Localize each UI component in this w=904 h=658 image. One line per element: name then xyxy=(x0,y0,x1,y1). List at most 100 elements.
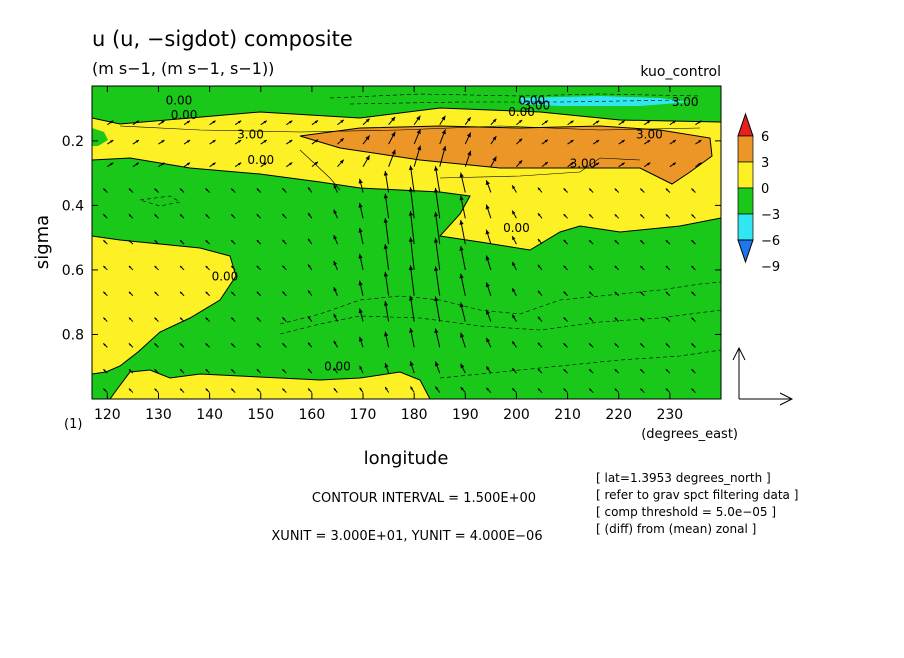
wind-vector-head xyxy=(589,291,592,295)
wind-vector-head xyxy=(563,265,567,269)
x-tick-label: 130 xyxy=(145,407,172,423)
wind-vector-head xyxy=(128,240,132,243)
wind-vector-head xyxy=(308,290,311,294)
wind-vector-head xyxy=(492,156,497,162)
contour-interval-text: CONTOUR INTERVAL = 1.500E+00 xyxy=(312,491,536,506)
wind-vector-head xyxy=(672,140,676,143)
wind-vector-head xyxy=(595,162,600,166)
wind-vector-head xyxy=(256,343,260,346)
wind-vector-head xyxy=(340,119,344,124)
wind-vector-head xyxy=(614,317,618,320)
wind-vector-head xyxy=(537,316,541,320)
wind-vector-field xyxy=(102,115,702,393)
wind-vector-head xyxy=(466,132,471,138)
wind-vector-head xyxy=(537,290,541,294)
wind-vector-head xyxy=(691,188,694,191)
wind-vector-head xyxy=(563,388,566,391)
wind-vector-head xyxy=(212,140,216,143)
plot-area: 0.00 0.003.000.003.003.00 3.003.000.000.00… xyxy=(91,85,722,400)
note-line: [ (diff) from (mean) zonal ] xyxy=(596,522,756,536)
wind-vector-head xyxy=(563,214,567,217)
wind-vector-head xyxy=(282,388,285,391)
wind-vector-head xyxy=(256,291,260,295)
wind-vector-head xyxy=(103,188,106,191)
wind-vector-head xyxy=(408,295,414,301)
wind-vector-head xyxy=(408,187,414,192)
wind-vector-head xyxy=(665,388,669,391)
wind-vector-head xyxy=(563,291,567,295)
wind-vector-head xyxy=(383,301,389,306)
wind-vector-head xyxy=(282,188,285,191)
colorbar-segment xyxy=(737,213,754,241)
wind-vector-head xyxy=(154,369,157,372)
contour-label: 3.00 xyxy=(524,98,551,112)
axes: 120 130 140 150 160 170 180 190 200 210 220 230 0.2 0… xyxy=(62,86,721,423)
wind-vector-head xyxy=(433,187,439,193)
wind-vector-head xyxy=(231,188,234,191)
wind-vector-head xyxy=(205,265,209,269)
wind-vector-head xyxy=(282,265,285,269)
x-tick-label: 150 xyxy=(247,407,274,423)
contour-label: 3.00 xyxy=(672,95,699,109)
wind-vector-head xyxy=(417,145,422,151)
wind-vector-head xyxy=(408,211,414,216)
wind-vector-head xyxy=(231,240,234,243)
wind-vector-head xyxy=(103,265,106,269)
wind-vector-head xyxy=(563,239,567,243)
wind-vector-head xyxy=(128,291,132,295)
wind-vector-head xyxy=(665,343,669,346)
contour-thin-a xyxy=(119,125,701,133)
wind-vector-head xyxy=(333,367,337,371)
wind-vector-head xyxy=(128,388,132,391)
chart-title: u (u, −sigdot) composite xyxy=(92,27,353,51)
y-axis-label: sigma xyxy=(32,215,53,269)
y-tick-label: 0.8 xyxy=(62,327,84,343)
wind-vector-head xyxy=(485,229,490,235)
wind-vector-head xyxy=(180,240,183,243)
wind-vector-head xyxy=(154,240,157,243)
wind-vector-head xyxy=(589,188,592,191)
wind-vector-head xyxy=(282,239,285,243)
wind-vector-head xyxy=(537,342,541,346)
x-axis-label: longitude xyxy=(364,448,449,469)
wind-vector-head xyxy=(282,317,285,320)
wind-vector-head xyxy=(231,317,234,320)
wind-vector xyxy=(434,211,441,245)
wind-vector-head xyxy=(512,314,516,319)
y-tick-label: 0.4 xyxy=(62,198,84,214)
wind-vector-head xyxy=(434,296,439,302)
wind-vector-head xyxy=(263,162,267,166)
wind-vector-head xyxy=(691,369,694,372)
colorbar-label: 3 xyxy=(761,156,769,171)
wind-vector xyxy=(409,265,415,296)
wind-vector-head xyxy=(441,115,446,121)
wind-vector-head xyxy=(161,140,165,143)
wind-vector-head xyxy=(180,388,183,391)
wind-vector-head xyxy=(544,161,548,166)
contour-zero-top xyxy=(92,107,721,125)
wind-vector-head xyxy=(205,214,209,217)
wind-vector-head xyxy=(180,214,183,217)
wind-vector-head xyxy=(621,140,625,143)
wind-vector-head xyxy=(640,317,643,320)
colorbar: 6 3 0 −3 −6 −9 xyxy=(737,112,780,275)
wind-vector-head xyxy=(180,317,183,320)
wind-vector-head xyxy=(385,386,388,390)
colorbar-label: −9 xyxy=(761,260,780,275)
wind-vector-head xyxy=(256,240,260,243)
x-tick-label: 180 xyxy=(401,407,428,423)
wind-vector-head xyxy=(231,291,234,295)
wind-vector-head xyxy=(459,302,464,308)
wind-vector-head xyxy=(205,188,209,191)
wind-vector-head xyxy=(103,214,106,217)
wind-vector-head xyxy=(665,291,669,295)
wind-vector-head xyxy=(589,240,592,243)
wind-vector-head xyxy=(665,369,669,372)
wind-vector-head xyxy=(161,120,165,124)
wind-vector-head xyxy=(186,120,191,124)
wind-vector-head xyxy=(665,317,669,320)
wind-vector xyxy=(409,237,415,270)
x-tick-label: 220 xyxy=(605,407,632,423)
wind-vector-head xyxy=(512,288,516,293)
wind-vector-head xyxy=(333,313,337,318)
